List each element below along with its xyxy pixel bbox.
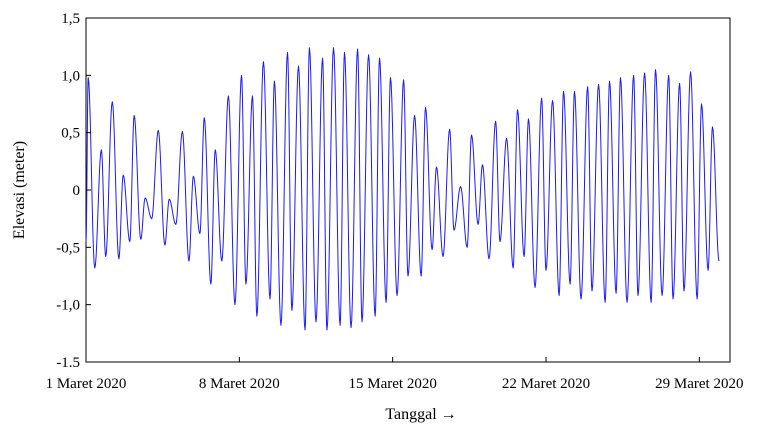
y-tick-label: 1,0 [61,68,80,84]
x-tick-label: 15 Maret 2020 [349,376,437,392]
x-axis: 1 Maret 2020 8 Maret 2020 15 Maret 2020 22 … [46,357,743,392]
x-tick-label: 8 Maret 2020 [199,376,280,392]
x-tick-label: 22 Maret 2020 [502,376,590,392]
y-axis: -1.5 -1,0 -0,5 0 0,5 1,0 1,5 [56,11,91,371]
y-tick-label: 0 [73,183,81,199]
y-tick-label: -1.5 [56,355,80,371]
x-tick-label: 1 Maret 2020 [46,376,127,392]
y-tick-label: -1,0 [56,298,80,314]
x-tick-label: 29 Maret 2020 [655,376,743,392]
y-tick-label: -0,5 [56,240,80,256]
series-layer [85,47,720,331]
series-line-0 [85,47,720,331]
y-axis-label: Elevasi (meter) [11,141,28,239]
plot-frame [85,17,731,363]
plot-area [85,17,731,363]
x-axis-label: Tanggal → [385,406,456,423]
y-tick-label: 1,5 [61,11,80,27]
y-tick-label: 0,5 [61,126,80,142]
